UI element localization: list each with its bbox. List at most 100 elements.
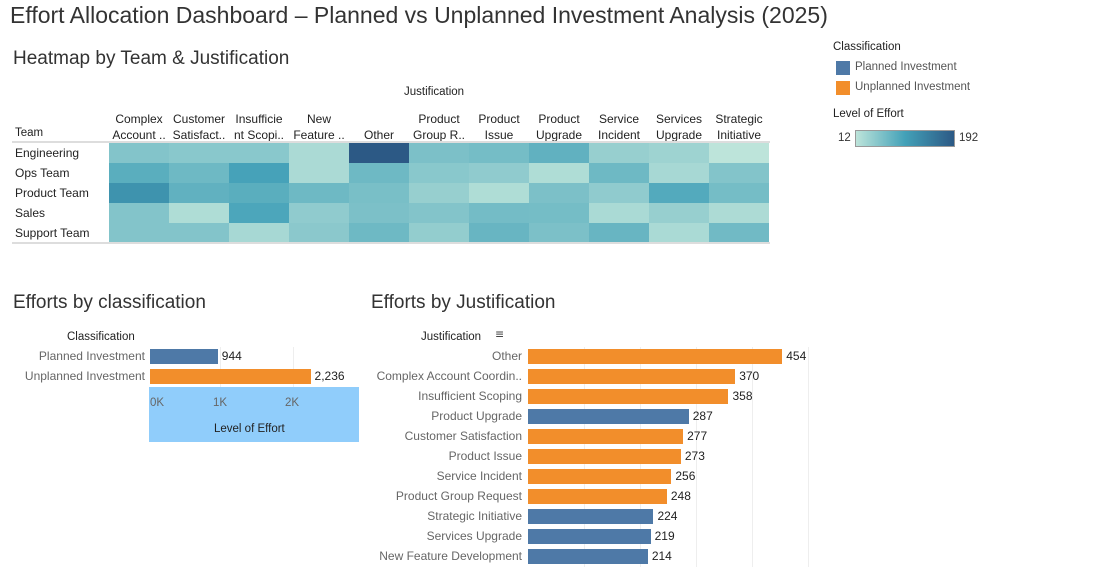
justification-bar[interactable]: [528, 469, 672, 484]
justification-bar[interactable]: [528, 449, 681, 464]
heatmap-cell[interactable]: [709, 163, 769, 183]
heatmap-cell[interactable]: [649, 183, 709, 203]
heatmap-cell[interactable]: [289, 223, 349, 243]
heatmap-cell[interactable]: [649, 223, 709, 243]
heatmap-cell[interactable]: [589, 183, 649, 203]
bar-value: 273: [684, 449, 705, 463]
heatmap-cell[interactable]: [649, 163, 709, 183]
heatmap-cell[interactable]: [589, 223, 649, 243]
sort-icon[interactable]: ≡: [495, 327, 505, 341]
heatmap-cell[interactable]: [709, 223, 769, 243]
heatmap-cell[interactable]: [349, 143, 409, 163]
justification-bar[interactable]: [528, 529, 651, 544]
heatmap-cell[interactable]: [229, 223, 289, 243]
heatmap-cell[interactable]: [289, 143, 349, 163]
column-header-line1: Service: [598, 112, 639, 126]
heatmap-cell[interactable]: [169, 163, 229, 183]
column-header-line1: New: [306, 112, 331, 126]
justification-bar[interactable]: [528, 349, 783, 364]
bar-label: Complex Account Coordin..: [376, 369, 522, 383]
heatmap-cell[interactable]: [709, 183, 769, 203]
classification-x-label: Level of Effort: [214, 423, 285, 435]
legend-planned-swatch[interactable]: [836, 61, 850, 75]
legend-planned-label[interactable]: Planned Investment: [855, 61, 957, 73]
heatmap-cell[interactable]: [229, 163, 289, 183]
heatmap-cell[interactable]: [409, 223, 469, 243]
heatmap-cell[interactable]: [709, 203, 769, 223]
heatmap-cell[interactable]: [409, 143, 469, 163]
heatmap-cell[interactable]: [409, 183, 469, 203]
justification-bar[interactable]: [528, 369, 736, 384]
legend-classification-title: Classification: [833, 41, 901, 53]
heatmap-cell[interactable]: [529, 223, 589, 243]
column-header-line2: Upgrade: [655, 128, 703, 142]
heatmap-cell[interactable]: [169, 223, 229, 243]
heatmap-cell[interactable]: [649, 203, 709, 223]
bar-label: New Feature Development: [379, 549, 522, 563]
heatmap-cell[interactable]: [289, 163, 349, 183]
heatmap-x-label: Justification: [404, 86, 465, 98]
legend-unplanned-label[interactable]: Unplanned Investment: [855, 81, 971, 93]
column-header-line2: Other: [363, 128, 394, 142]
justification-bar[interactable]: [528, 409, 689, 424]
heatmap-cell[interactable]: [109, 223, 169, 243]
column-header-line1: Complex: [115, 112, 163, 126]
justification-bar[interactable]: [528, 549, 648, 564]
gridline: [293, 347, 294, 387]
justification-bar[interactable]: [528, 429, 684, 444]
heatmap-cell[interactable]: [589, 163, 649, 183]
gridline: [752, 347, 753, 567]
heatmap-cell[interactable]: [589, 143, 649, 163]
row-header: Ops Team: [15, 166, 70, 180]
bar-label: Other: [491, 349, 522, 363]
heatmap-cell[interactable]: [289, 203, 349, 223]
heatmap-cell[interactable]: [469, 223, 529, 243]
heatmap-cell[interactable]: [469, 203, 529, 223]
column-header-line2: Upgrade: [535, 128, 583, 142]
classification-bar[interactable]: [150, 349, 218, 364]
bar-label: Product Upgrade: [431, 409, 522, 423]
heatmap-cell[interactable]: [349, 223, 409, 243]
bar-label: Insufficient Scoping: [418, 389, 522, 403]
heatmap-cell[interactable]: [169, 143, 229, 163]
heatmap-cell[interactable]: [469, 183, 529, 203]
heatmap-cell[interactable]: [469, 163, 529, 183]
heatmap-cell[interactable]: [289, 183, 349, 203]
heatmap-cell[interactable]: [529, 163, 589, 183]
bar-label: Product Group Request: [395, 489, 522, 503]
legend-effort-min: 12: [838, 132, 851, 144]
heatmap-cell[interactable]: [169, 203, 229, 223]
justification-bar[interactable]: [528, 389, 729, 404]
heatmap-cell[interactable]: [229, 183, 289, 203]
heatmap-cell[interactable]: [349, 203, 409, 223]
classification-bar[interactable]: [150, 369, 311, 384]
classification-y-label: Classification: [67, 331, 135, 343]
justification-bar[interactable]: [528, 509, 654, 524]
heatmap-cell[interactable]: [349, 183, 409, 203]
heatmap-cell[interactable]: [409, 203, 469, 223]
justification-bar[interactable]: [528, 489, 667, 504]
heatmap-cell[interactable]: [229, 143, 289, 163]
heatmap-cell[interactable]: [109, 183, 169, 203]
classification-x-axis[interactable]: [149, 387, 359, 442]
heatmap-cell[interactable]: [649, 143, 709, 163]
heatmap-cell[interactable]: [109, 163, 169, 183]
column-header-line1: Insufficie: [235, 112, 283, 126]
heatmap-cell[interactable]: [349, 163, 409, 183]
heatmap-cell[interactable]: [109, 203, 169, 223]
bar-value: 944: [221, 349, 242, 363]
heatmap-cell[interactable]: [529, 143, 589, 163]
heatmap-cell[interactable]: [169, 183, 229, 203]
legend-unplanned-swatch[interactable]: [836, 81, 850, 95]
heatmap-cell[interactable]: [529, 203, 589, 223]
heatmap-cell[interactable]: [709, 143, 769, 163]
column-header-line1: Strategic: [715, 112, 763, 126]
heatmap-cell[interactable]: [409, 163, 469, 183]
heatmap-cell[interactable]: [589, 203, 649, 223]
heatmap-cell[interactable]: [229, 203, 289, 223]
justification-chart-title: Efforts by Justification: [371, 292, 556, 313]
heatmap-cell[interactable]: [469, 143, 529, 163]
heatmap-cell[interactable]: [529, 183, 589, 203]
legend-effort-title: Level of Effort: [833, 108, 904, 120]
heatmap-cell[interactable]: [109, 143, 169, 163]
